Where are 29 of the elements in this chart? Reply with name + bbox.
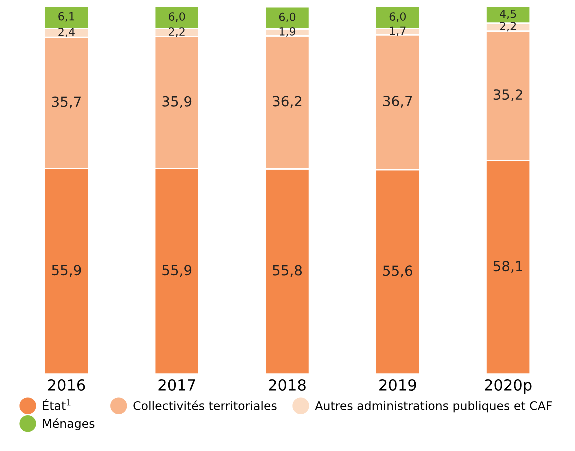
- data-label: 35,9: [162, 96, 192, 108]
- data-label: 55,8: [273, 265, 302, 278]
- data-label: 6,0: [279, 12, 296, 22]
- data-label: 36,2: [273, 96, 302, 108]
- x-tick-label: 2020p: [485, 379, 532, 394]
- data-label: 4,5: [500, 10, 516, 20]
- data-label: 2,2: [500, 22, 516, 32]
- data-label: 35,7: [52, 96, 81, 109]
- legend-label: Autres administrations publiques et CAF: [315, 401, 552, 413]
- data-label: 36,7: [383, 96, 412, 108]
- data-label: 1,9: [280, 27, 296, 37]
- data-label: 6,0: [390, 12, 406, 22]
- data-label: 2,4: [58, 28, 75, 38]
- x-tick-label: 2018: [269, 379, 306, 392]
- legend-label: Collectivités territoriales: [134, 400, 277, 410]
- data-label: 55,9: [52, 265, 82, 278]
- data-label: 35,2: [494, 90, 522, 102]
- data-label: 6,1: [58, 12, 75, 22]
- data-label: 6,0: [169, 12, 186, 22]
- data-label: 1,7: [390, 26, 406, 36]
- data-label: 55,9: [162, 265, 192, 278]
- x-tick-label: 2017: [158, 379, 196, 392]
- data-label: 58,1: [494, 261, 522, 273]
- x-tick-label: 2019: [380, 379, 416, 392]
- data-label: 55,6: [384, 266, 412, 278]
- x-tick-label: 2016: [48, 379, 86, 392]
- legend-label: Ménages: [43, 418, 95, 430]
- data-label: 2,2: [169, 28, 185, 38]
- legend-label: État$^{1}$: [43, 399, 71, 410]
